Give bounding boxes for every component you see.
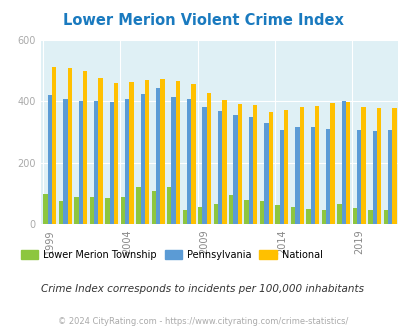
Text: Lower Merion Violent Crime Index: Lower Merion Violent Crime Index [62, 13, 343, 28]
Bar [356, 130, 360, 224]
Bar [222, 100, 226, 224]
Bar [237, 104, 241, 224]
Bar [299, 107, 303, 224]
Bar [191, 84, 195, 224]
Bar [252, 105, 257, 224]
Bar [43, 194, 48, 224]
Bar [90, 197, 94, 224]
Bar [120, 197, 125, 224]
Bar [305, 209, 310, 224]
Bar [198, 208, 202, 224]
Bar [206, 93, 211, 224]
Bar [345, 102, 350, 224]
Bar [360, 107, 365, 224]
Bar [330, 103, 334, 224]
Bar [175, 81, 180, 224]
Bar [228, 195, 233, 224]
Bar [151, 190, 156, 224]
Bar [94, 101, 98, 224]
Bar [383, 210, 387, 224]
Bar [310, 127, 314, 224]
Bar [74, 197, 79, 224]
Bar [160, 79, 164, 224]
Bar [352, 208, 356, 224]
Bar [284, 110, 288, 224]
Bar [182, 210, 186, 224]
Bar [279, 130, 283, 224]
Bar [391, 108, 396, 224]
Bar [129, 82, 133, 224]
Bar [171, 97, 175, 224]
Bar [248, 116, 252, 224]
Bar [79, 101, 83, 224]
Bar [186, 99, 191, 224]
Bar [376, 108, 380, 224]
Bar [264, 123, 268, 224]
Bar [167, 187, 171, 224]
Bar [52, 67, 56, 224]
Bar [268, 112, 272, 224]
Text: © 2024 CityRating.com - https://www.cityrating.com/crime-statistics/: © 2024 CityRating.com - https://www.city… [58, 317, 347, 326]
Bar [140, 94, 145, 224]
Bar [294, 127, 299, 224]
Bar [67, 68, 72, 224]
Bar [325, 129, 330, 224]
Bar [259, 201, 264, 224]
Bar [63, 99, 67, 224]
Bar [105, 198, 109, 224]
Bar [275, 205, 279, 224]
Bar [48, 95, 52, 224]
Bar [109, 102, 114, 224]
Bar [321, 210, 325, 224]
Bar [337, 204, 341, 224]
Legend: Lower Merion Township, Pennsylvania, National: Lower Merion Township, Pennsylvania, Nat… [17, 246, 326, 264]
Bar [233, 115, 237, 224]
Text: Crime Index corresponds to incidents per 100,000 inhabitants: Crime Index corresponds to incidents per… [41, 284, 364, 294]
Bar [83, 71, 87, 224]
Bar [156, 88, 160, 224]
Bar [136, 187, 140, 224]
Bar [217, 111, 222, 224]
Bar [125, 99, 129, 224]
Bar [244, 200, 248, 224]
Bar [372, 131, 376, 224]
Bar [314, 107, 318, 224]
Bar [98, 79, 102, 224]
Bar [202, 107, 206, 224]
Bar [59, 201, 63, 224]
Bar [387, 130, 391, 224]
Bar [341, 101, 345, 224]
Bar [114, 83, 118, 224]
Bar [367, 210, 372, 224]
Bar [145, 80, 149, 224]
Bar [213, 204, 217, 224]
Bar [290, 208, 294, 224]
